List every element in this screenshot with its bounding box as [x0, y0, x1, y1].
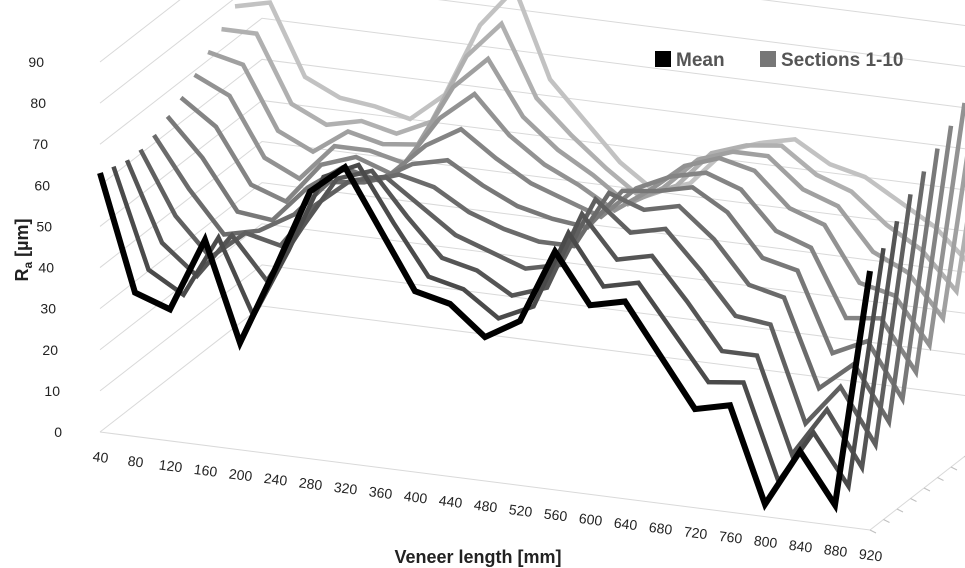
gridline — [99, 0, 965, 104]
series-line-section-1 — [111, 162, 886, 493]
x-tick-label: 80 — [127, 453, 145, 471]
depth-tick — [950, 466, 958, 471]
depth-tick — [883, 519, 890, 523]
y-tick-label: 30 — [40, 301, 56, 317]
x-tick-label: 720 — [683, 523, 708, 542]
y-tick-label: 60 — [34, 177, 50, 193]
series-line-section-10 — [234, 0, 965, 263]
x-tick-label: 680 — [648, 519, 673, 538]
series-line-section-3 — [138, 148, 913, 452]
gridline — [99, 305, 965, 433]
x-tick-label: 40 — [92, 448, 110, 466]
y-tick-label: 10 — [44, 383, 60, 399]
depth-tick — [937, 477, 944, 481]
y-tick-label: 70 — [32, 136, 48, 152]
x-tick-label: 360 — [368, 483, 393, 502]
x-tick-label: 600 — [578, 510, 603, 529]
series-line-section-5 — [165, 114, 940, 406]
x-tick-label: 920 — [858, 546, 883, 565]
x-tick-label: 280 — [298, 474, 323, 493]
x-tick-label: 880 — [823, 541, 848, 560]
y-axis-ticks: 0 10 20 30 40 50 60 70 80 90 — [28, 54, 62, 440]
x-axis-title: Veneer length [mm] — [394, 547, 561, 567]
y-tick-label: 20 — [42, 342, 58, 358]
series-layer — [97, 0, 965, 514]
y-tick-label: 80 — [30, 95, 46, 111]
y-axis-title-subscript: a — [21, 262, 35, 269]
depth-tick — [910, 498, 917, 502]
series-line-section-6 — [179, 95, 954, 379]
y-tick-label: 0 — [54, 424, 62, 440]
x-tick-label: 200 — [228, 465, 253, 484]
gridline — [99, 58, 965, 186]
y-tick-label: 50 — [36, 218, 52, 234]
svg-text:Ra [µm]: Ra [µm] — [12, 218, 35, 281]
depth-tick — [923, 487, 931, 492]
series-line-section-4 — [152, 133, 927, 429]
legend: Mean Sections 1-10 — [655, 50, 904, 71]
series-line-mean — [97, 162, 873, 514]
legend-label-sections: Sections 1-10 — [781, 50, 904, 71]
x-tick-label: 480 — [473, 497, 498, 516]
x-tick-label: 160 — [193, 461, 218, 480]
x-tick-label: 760 — [718, 528, 743, 547]
legend-swatch-sections — [760, 51, 776, 67]
legend-label-mean: Mean — [676, 50, 725, 71]
gridline — [99, 182, 965, 310]
x-tick-label: 120 — [158, 457, 183, 476]
series-line-section-8 — [207, 49, 965, 324]
gridline — [99, 223, 965, 351]
depth-tick — [869, 529, 877, 534]
series-line-section-9 — [221, 19, 965, 297]
depth-tick — [896, 508, 904, 513]
x-tick-label: 560 — [543, 506, 568, 525]
x-tick-label: 320 — [333, 479, 358, 498]
series-line-section-7 — [193, 72, 965, 352]
x-axis-ticks: 40 80 120 160 200 240 280 320 360 400 440 480 520 560… — [92, 448, 884, 564]
gridline — [99, 0, 965, 63]
x-tick-label: 520 — [508, 501, 533, 520]
y-tick-label: 90 — [28, 54, 44, 70]
x-tick-label: 240 — [263, 470, 288, 489]
x-tick-label: 440 — [438, 492, 463, 511]
gridline — [99, 17, 965, 145]
legend-swatch-mean — [655, 51, 671, 67]
series-line-section-2 — [124, 159, 900, 475]
y-tick-label: 40 — [38, 260, 54, 276]
y-axis-title: Ra [µm] — [12, 218, 35, 281]
gridline — [99, 264, 965, 392]
y-axis-title-unit: [µm] — [12, 218, 32, 261]
x-tick-label: 400 — [403, 488, 428, 507]
y-axis-title-main: R — [12, 269, 32, 282]
x-tick-label: 640 — [613, 514, 638, 533]
x-tick-label: 800 — [753, 532, 778, 551]
x-tick-label: 840 — [788, 537, 813, 556]
chart-walls — [99, 431, 965, 534]
